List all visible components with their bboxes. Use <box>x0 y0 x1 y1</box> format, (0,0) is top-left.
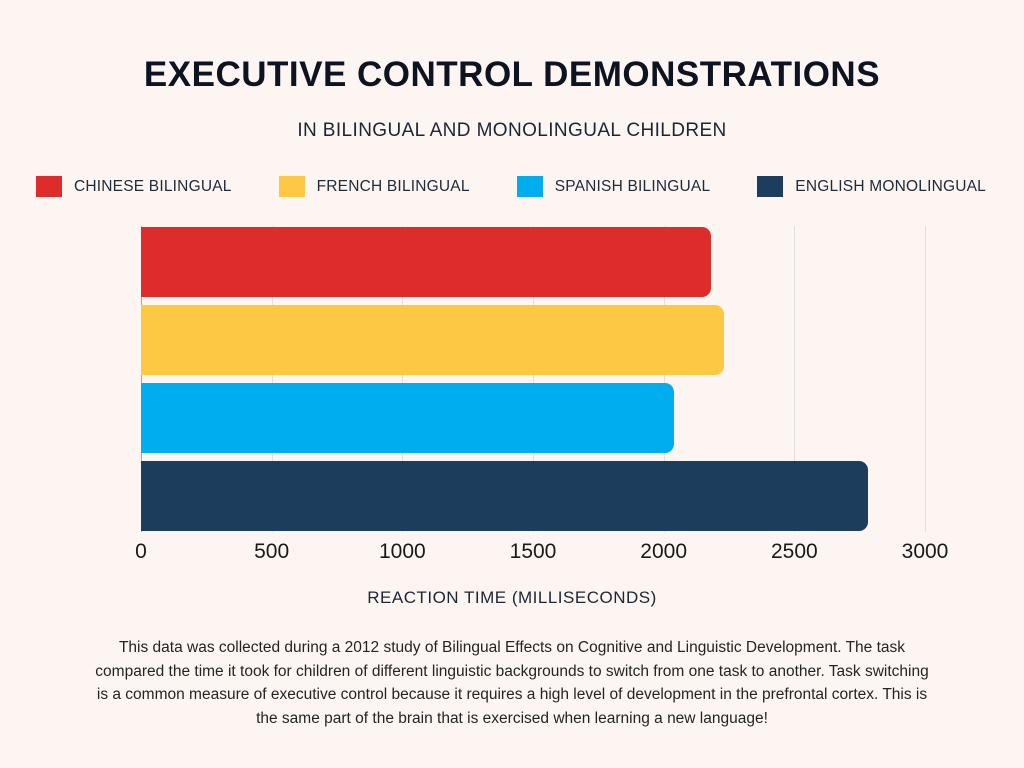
bar-english-monolingual <box>141 461 868 531</box>
gridline-2500 <box>794 226 796 532</box>
x-tick-label-1000: 1000 <box>378 540 426 563</box>
bar-chinese-bilingual <box>141 227 711 297</box>
legend-label: CHINESE BILINGUAL <box>74 177 232 195</box>
x-tick-label-500: 500 <box>254 540 290 563</box>
x-tick-label-2500: 2500 <box>770 540 818 563</box>
gridline-2000 <box>663 226 665 532</box>
axis-line <box>141 226 142 532</box>
gridline-500 <box>271 226 273 532</box>
legend-label: SPANISH BILINGUAL <box>554 177 711 195</box>
legend-label: ENGLISH MONOLINGUAL <box>795 177 986 195</box>
legend-swatch-icon <box>278 176 305 197</box>
x-tick-label-0: 0 <box>135 540 147 563</box>
x-tick-label-1500: 1500 <box>509 540 557 563</box>
chart-legend: CHINESE BILINGUAL FRENCH BILINGUAL SPANISH… <box>36 176 986 197</box>
x-tick-label-2000: 2000 <box>640 540 688 563</box>
legend-swatch-icon <box>36 176 62 197</box>
x-tick-label-3000: 3000 <box>901 540 949 563</box>
x-axis-ticks: 0 500 1000 1500 2000 2500 3000 <box>0 540 1024 568</box>
plot-area <box>141 226 926 532</box>
legend-label: FRENCH BILINGUAL <box>316 177 470 195</box>
x-axis-label: REACTION TIME (MILLISECONDS) <box>367 588 657 607</box>
page-title: EXECUTIVE CONTROL DEMONSTRATIONS <box>143 55 881 94</box>
bar-spanish-bilingual <box>141 383 675 453</box>
gridline-1500 <box>533 226 534 532</box>
legend-swatch-icon <box>516 176 543 197</box>
page-subtitle: IN BILINGUAL AND MONOLINGUAL CHILDREN <box>297 120 727 141</box>
gridline-1000 <box>402 226 404 532</box>
legend-item-english-monolingual: ENGLISH MONOLINGUAL <box>757 176 986 197</box>
gridline-3000 <box>925 226 926 532</box>
legend-item-french-bilingual: FRENCH BILINGUAL <box>278 176 470 197</box>
legend-item-chinese-bilingual: CHINESE BILINGUAL <box>36 176 232 197</box>
legend-item-spanish-bilingual: SPANISH BILINGUAL <box>516 176 711 197</box>
bar-french-bilingual <box>141 305 724 375</box>
caption-paragraph: This data was collected during a 2012 st… <box>95 639 929 727</box>
legend-swatch-icon <box>757 176 784 197</box>
